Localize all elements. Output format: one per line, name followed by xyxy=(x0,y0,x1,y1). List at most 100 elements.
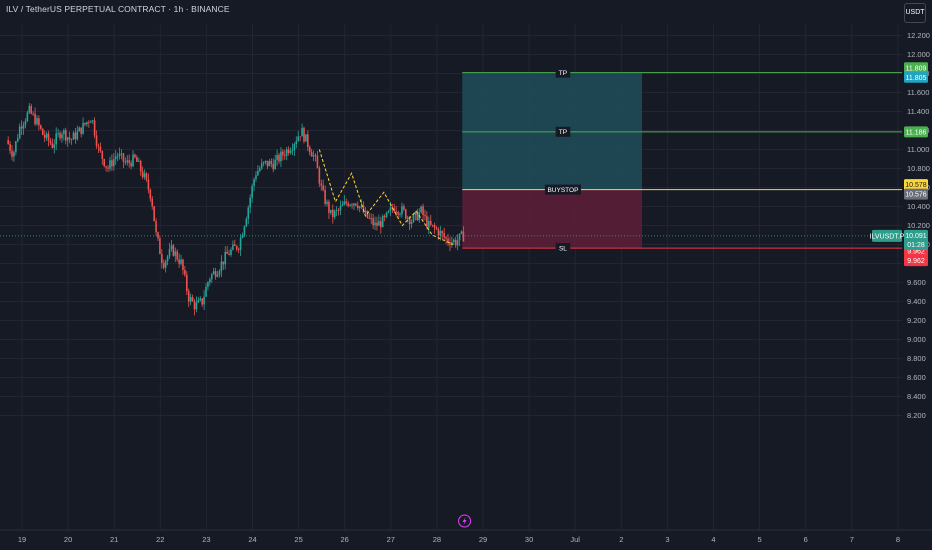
candle-body xyxy=(285,149,288,157)
candle-body xyxy=(262,161,265,164)
candle-body xyxy=(308,147,311,153)
level-label-tp: TP xyxy=(559,70,567,77)
candle-body xyxy=(43,135,46,138)
candle-body xyxy=(316,155,319,169)
x-tick-label: 19 xyxy=(18,535,26,544)
candle-body xyxy=(53,144,56,148)
candle-body xyxy=(147,179,150,190)
candle-body xyxy=(107,167,109,169)
candle-body xyxy=(63,130,65,135)
candle-body xyxy=(228,253,230,255)
candle-body xyxy=(305,134,307,142)
candle-body xyxy=(203,296,205,305)
position-zones xyxy=(462,72,643,249)
candle-body xyxy=(278,154,280,162)
x-tick-label: 26 xyxy=(341,535,349,544)
candle-body xyxy=(118,153,121,157)
candle-body xyxy=(397,212,399,215)
candle-body xyxy=(124,161,127,163)
candle-body xyxy=(293,144,296,150)
candle-body xyxy=(174,251,177,256)
candle-body xyxy=(72,132,75,140)
candle-body xyxy=(197,299,200,303)
price-axis: 12.20012.00011.80011.60011.40011.20011.0… xyxy=(907,31,930,420)
candle-body xyxy=(416,211,419,221)
candle-body xyxy=(453,239,455,242)
candle-body xyxy=(88,122,90,123)
candle-body xyxy=(320,183,323,186)
candle-body xyxy=(324,189,326,204)
candle-body xyxy=(95,135,98,146)
candle-body xyxy=(13,152,15,157)
candle-body xyxy=(157,232,159,239)
candle-body xyxy=(247,207,250,219)
candle-body xyxy=(57,133,59,134)
candle-body xyxy=(235,245,238,250)
candle-body xyxy=(47,133,50,141)
candle-body xyxy=(11,150,13,157)
candle-body xyxy=(291,149,294,152)
candle-body xyxy=(182,259,184,270)
candle-body xyxy=(460,231,463,234)
candle-body xyxy=(61,134,63,139)
candle-body xyxy=(55,133,57,145)
y-tick-label: 11.400 xyxy=(907,107,929,116)
candle-body xyxy=(86,122,88,125)
candle-body xyxy=(376,222,378,226)
candle-body xyxy=(299,136,301,138)
candle-body xyxy=(428,220,430,228)
candle-body xyxy=(9,144,11,151)
candle-body xyxy=(184,269,186,275)
candle-body xyxy=(136,157,138,162)
candle-body xyxy=(130,162,132,167)
candle-body xyxy=(51,143,54,148)
y-tick-label: 9.600 xyxy=(907,278,926,287)
price-tag-label: 10.578 xyxy=(905,182,927,189)
candle-body xyxy=(41,128,44,136)
candle-body xyxy=(137,160,140,162)
candle-body xyxy=(441,231,444,234)
candle-body xyxy=(287,149,290,153)
candle-body xyxy=(297,136,300,142)
candle-body xyxy=(30,105,33,114)
candle-body xyxy=(437,229,440,236)
candle-body xyxy=(195,302,198,310)
candle-body xyxy=(353,203,355,206)
candle-body xyxy=(38,118,40,126)
currency-button[interactable]: USDT xyxy=(904,3,926,23)
level-lines: TP TP BUYSTOP SL xyxy=(0,67,902,254)
candle-body xyxy=(301,127,303,137)
candle-body xyxy=(109,160,111,169)
candle-body xyxy=(210,274,213,280)
candle-body xyxy=(331,209,334,218)
candle-body xyxy=(18,126,21,139)
x-tick-label: 21 xyxy=(110,535,118,544)
candle-body xyxy=(403,206,405,210)
candle-body xyxy=(243,226,246,235)
candle-body xyxy=(322,185,324,190)
y-tick-label: 11.600 xyxy=(907,88,929,97)
candle-body xyxy=(205,287,207,297)
y-tick-label: 11.000 xyxy=(907,145,929,154)
candle-body xyxy=(364,210,367,213)
level-label-bg xyxy=(555,67,571,78)
candle-body xyxy=(374,222,376,226)
y-tick-label: 9.200 xyxy=(907,316,926,325)
price-tag-label: 10.576 xyxy=(905,192,927,199)
candle-body xyxy=(49,140,52,144)
price-tag xyxy=(904,188,928,200)
x-tick-label: 5 xyxy=(758,535,762,544)
x-tick-label: 23 xyxy=(202,535,210,544)
price-tag-label: 9.962 xyxy=(907,249,925,256)
candle-body xyxy=(134,154,136,158)
candle-body xyxy=(326,201,328,204)
candle-body xyxy=(120,153,123,155)
candle-body xyxy=(255,175,257,180)
candle-body xyxy=(443,233,445,238)
candle-body xyxy=(139,160,142,172)
candle-body xyxy=(345,201,348,204)
x-tick-label: 22 xyxy=(156,535,164,544)
candle-body xyxy=(314,155,317,156)
candle-body xyxy=(128,160,130,163)
